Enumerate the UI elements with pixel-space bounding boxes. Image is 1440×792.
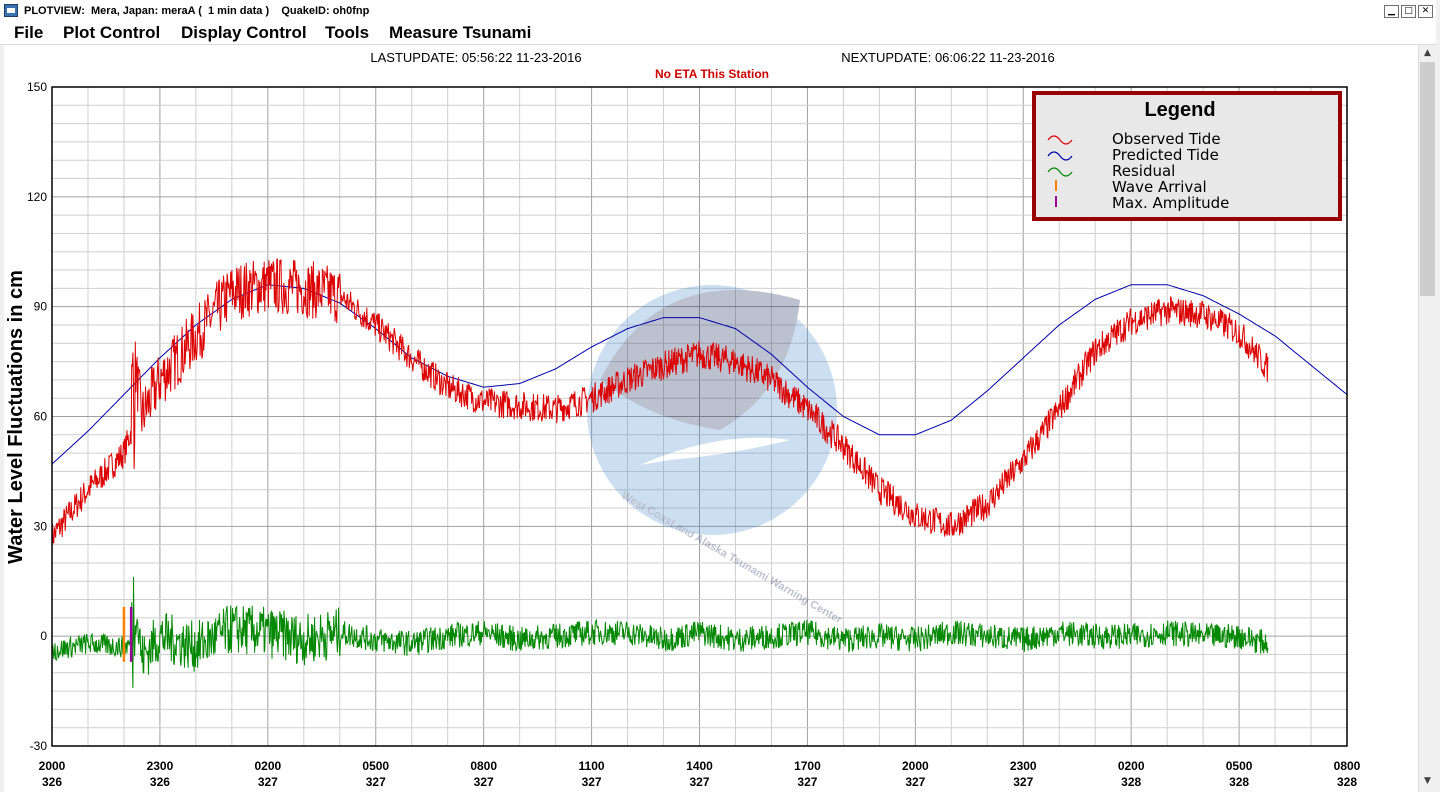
x-tick-day-label: 327 [474,775,494,789]
vertical-scrollbar[interactable]: ▲ ▼ [1418,45,1436,792]
legend-box [1032,91,1342,221]
scroll-thumb[interactable] [1420,62,1435,296]
menu-file[interactable]: File [14,23,44,42]
x-tick-time-label: 2000 [902,759,929,773]
marker-layer [122,606,133,662]
y-tick-label: 90 [34,300,48,314]
menu-display-control[interactable]: Display Control [181,23,307,42]
x-tick-day-label: 327 [689,775,709,789]
legend-observed-swatch [1047,135,1073,145]
x-tick-time-label: 2000 [39,759,66,773]
legend-title: Legend [1144,99,1215,121]
menu-bar: File Plot Control Display Control Tools … [0,22,1440,45]
x-tick-day-label: 326 [150,775,170,789]
menu-measure-tsunami[interactable]: Measure Tsunami [389,23,532,42]
window-title: PLOTVIEW: Mera, Japan: meraA ( 1 min dat… [24,5,370,17]
scroll-up-arrow-icon[interactable]: ▲ [1424,48,1431,58]
scroll-down-arrow-icon[interactable]: ▼ [1424,776,1431,786]
y-tick-label: -30 [30,739,48,753]
x-tick-time-label: 2300 [147,759,174,773]
y-tick-label: 120 [27,190,47,204]
x-tick-time-label: 0800 [1334,759,1361,773]
menu-tools[interactable]: Tools [325,23,370,42]
maximize-button[interactable]: □ [1401,5,1416,18]
residual-line [51,576,1269,689]
grid [52,87,1347,746]
legend-max-amplitude-label: Max. Amplitude [1112,194,1229,212]
x-tick-day-label: 327 [582,775,602,789]
x-tick-day-label: 327 [1013,775,1033,789]
app-icon [4,4,18,17]
close-button[interactable]: ✕ [1418,5,1433,18]
legend-predicted-label: Predicted Tide [1112,146,1219,164]
x-tick-time-label: 1700 [794,759,821,773]
x-tick-time-label: 0200 [254,759,281,773]
x-tick-time-label: 0200 [1118,759,1145,773]
axis-ticks: -30 0 30 60 90 120 150 2000 326 2300 326 0200 327 050… [27,80,1361,789]
x-tick-time-label: 2300 [1010,759,1037,773]
menu-plot-control[interactable]: Plot Control [63,23,161,42]
legend-residual-label: Residual [1112,162,1175,180]
x-tick-day-label: 328 [1337,775,1357,789]
legend-residual-swatch [1047,167,1073,177]
plot-border [51,86,1348,747]
x-tick-time-label: 0500 [362,759,389,773]
next-update-text: NEXTUPDATE: 06:06:22 11-23-2016 [841,50,1054,65]
minimize-button[interactable]: ▁ [1384,5,1399,18]
observed-tide-line [51,258,1269,553]
x-tick-day-label: 327 [366,775,386,789]
eta-text: No ETA This Station [655,67,769,81]
legend-wave-arrival-label: Wave Arrival [1112,178,1207,196]
x-tick-day-label: 328 [1229,775,1249,789]
x-tick-day-label: 327 [258,775,278,789]
legend: Legend Observed Tide Predicted Tide Resi… [1032,91,1342,221]
x-tick-time-label: 0800 [470,759,497,773]
x-tick-day-label: 328 [1121,775,1141,789]
x-tick-time-label: 0500 [1226,759,1253,773]
y-tick-label: 60 [34,410,48,424]
x-tick-day-label: 326 [42,775,62,789]
window-right-edge [1436,0,1440,792]
x-tick-time-label: 1100 [579,759,605,773]
title-bar: PLOTVIEW: Mera, Japan: meraA ( 1 min dat… [0,0,1440,23]
legend-predicted-swatch [1047,151,1073,161]
legend-observed-label: Observed Tide [1112,130,1221,148]
y-tick-label: 0 [40,629,47,643]
x-tick-day-label: 327 [905,775,925,789]
x-tick-time-label: 1400 [686,759,713,773]
y-tick-label: 150 [27,80,47,94]
series-layer [51,258,1348,689]
noaa-logo-watermark: West Coast and Alaska Tsunami Warning Ce… [587,285,844,626]
x-tick-day-label: 327 [797,775,817,789]
y-tick-label: 30 [34,519,48,533]
last-update-text: LASTUPDATE: 05:56:22 11-23-2016 [370,50,581,65]
y-axis-label: Water Level Fluctuations in cm [5,270,27,564]
